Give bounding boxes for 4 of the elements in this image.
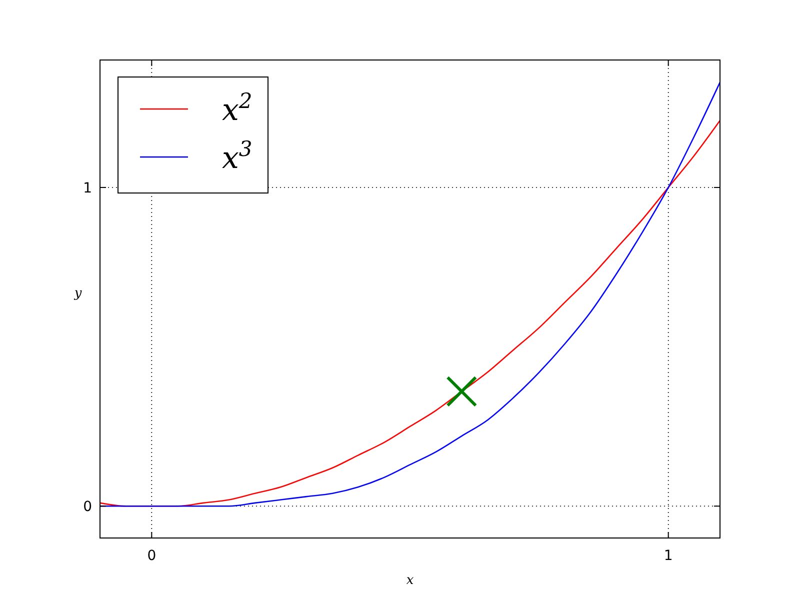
x-axis-title: x [406,573,414,588]
legend-label: x$^{2}$ [222,89,252,128]
legend-label: x$^{3}$ [222,137,252,176]
y-axis-title: y [73,286,82,301]
